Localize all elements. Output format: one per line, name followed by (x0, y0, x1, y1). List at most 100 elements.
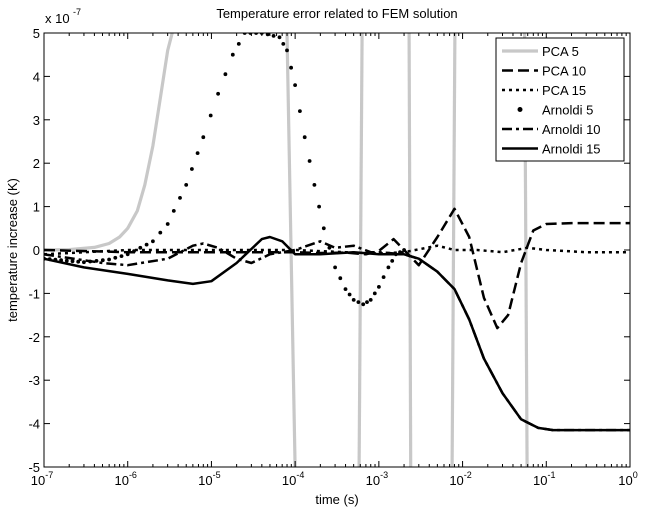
data-point (317, 204, 321, 209)
data-point (82, 260, 86, 265)
y-axis-multiplier-base: x 10 (45, 11, 70, 26)
data-point (351, 298, 356, 302)
series-arnoldi-10 (44, 240, 630, 432)
x-tick-label: 10-2 (449, 470, 471, 488)
series-line-segment (44, 240, 630, 432)
data-point (271, 34, 276, 38)
data-point (223, 72, 228, 77)
legend-label: PCA 15 (542, 83, 586, 98)
series-line-segment (357, 33, 364, 467)
y-tick-label: 0 (33, 243, 40, 258)
y-tick-label: -4 (28, 417, 40, 432)
y-tick-label: -1 (28, 286, 40, 301)
x-tick-label: 10-6 (114, 470, 136, 488)
x-tick-label: 10-5 (198, 470, 220, 488)
series-arnoldi-5 (44, 33, 406, 307)
data-point (356, 300, 361, 304)
data-point (184, 183, 189, 187)
y-tick-label: -2 (28, 330, 40, 345)
x-axis-label: time (s) (315, 492, 358, 507)
data-point (386, 265, 391, 270)
y-axis-multiplier: x 10 -7 (45, 7, 81, 26)
data-point (361, 302, 366, 307)
data-point (119, 254, 124, 258)
data-point (94, 259, 99, 263)
data-point (265, 33, 270, 37)
x-tick-label: 10-4 (282, 470, 304, 488)
x-tick-label: 100 (618, 470, 637, 488)
series-pca-15 (44, 244, 630, 256)
y-tick-label: 1 (33, 200, 40, 215)
x-tick-label: 10-7 (31, 470, 53, 488)
legend-label: Arnoldi 5 (542, 103, 593, 118)
legend-item: Arnoldi 5 (517, 103, 593, 118)
x-tick-label: 10-3 (366, 470, 388, 488)
series-arnoldi-15 (44, 235, 630, 432)
data-point (402, 248, 406, 252)
data-point (293, 83, 297, 87)
data-point (321, 226, 326, 231)
axis-ticks: 10-7 10-6 10-5 10-4 10-3 10-2 10-1 100543210-1-… (28, 26, 637, 488)
y-tick-label: -3 (28, 373, 40, 388)
x-tick-label: 10-1 (533, 470, 555, 488)
data-point (307, 159, 312, 163)
legend-item: Arnoldi 10 (502, 122, 601, 137)
y-axis-label: temperature increase (K) (5, 178, 20, 322)
data-point (178, 196, 182, 200)
data-point (347, 292, 352, 297)
legend-item: Arnoldi 15 (502, 142, 601, 157)
data-point (302, 135, 307, 140)
data-point (377, 285, 381, 289)
series-line-segment (44, 33, 174, 252)
y-tick-label: 2 (33, 156, 40, 171)
data-point (158, 230, 163, 235)
data-point (100, 258, 105, 263)
data-point (298, 109, 302, 113)
data-point (190, 167, 194, 171)
data-point (277, 35, 282, 40)
data-point (132, 249, 136, 254)
y-tick-label: 3 (33, 113, 40, 128)
data-point (368, 298, 373, 302)
y-tick-label: 4 (33, 69, 40, 84)
data-point (333, 265, 337, 270)
data-point (285, 48, 289, 53)
y-axis-multiplier-exponent: -7 (73, 7, 81, 17)
legend: PCA 5 PCA 10 PCA 15 Arnoldi 5 Arnoldi 10 Arno… (495, 37, 625, 162)
legend-label: PCA 5 (542, 44, 579, 59)
data-point (165, 222, 170, 226)
legend-item: PCA 5 (502, 44, 579, 59)
legend-item: PCA 10 (502, 64, 586, 79)
chart-title: Temperature error related to FEM solutio… (216, 6, 457, 21)
legend-label: PCA 10 (542, 64, 586, 79)
data-point (381, 275, 386, 279)
data-point (216, 91, 221, 96)
data-point (343, 287, 348, 291)
data-point (338, 276, 343, 281)
data-point (236, 42, 241, 46)
data-point (390, 259, 395, 263)
series-line-segment (44, 207, 630, 330)
series-line-segment (450, 33, 457, 467)
legend-marker (517, 107, 523, 112)
data-point (107, 257, 111, 262)
data-point (281, 42, 286, 46)
data-point (125, 252, 130, 257)
data-point (365, 300, 369, 304)
data-point (64, 258, 69, 263)
data-point (195, 151, 200, 156)
legend-box (495, 37, 625, 162)
data-point (138, 245, 143, 250)
data-point (289, 65, 293, 70)
legend-label: Arnoldi 15 (542, 142, 601, 157)
data-point (230, 52, 235, 57)
data-point (312, 183, 317, 187)
data-point (151, 239, 155, 244)
series-line-segment (44, 244, 630, 256)
y-tick-label: -5 (28, 460, 40, 475)
data-point (201, 135, 206, 140)
y-tick-label: 5 (33, 26, 40, 41)
data-point (171, 209, 176, 213)
data-point (372, 291, 377, 296)
